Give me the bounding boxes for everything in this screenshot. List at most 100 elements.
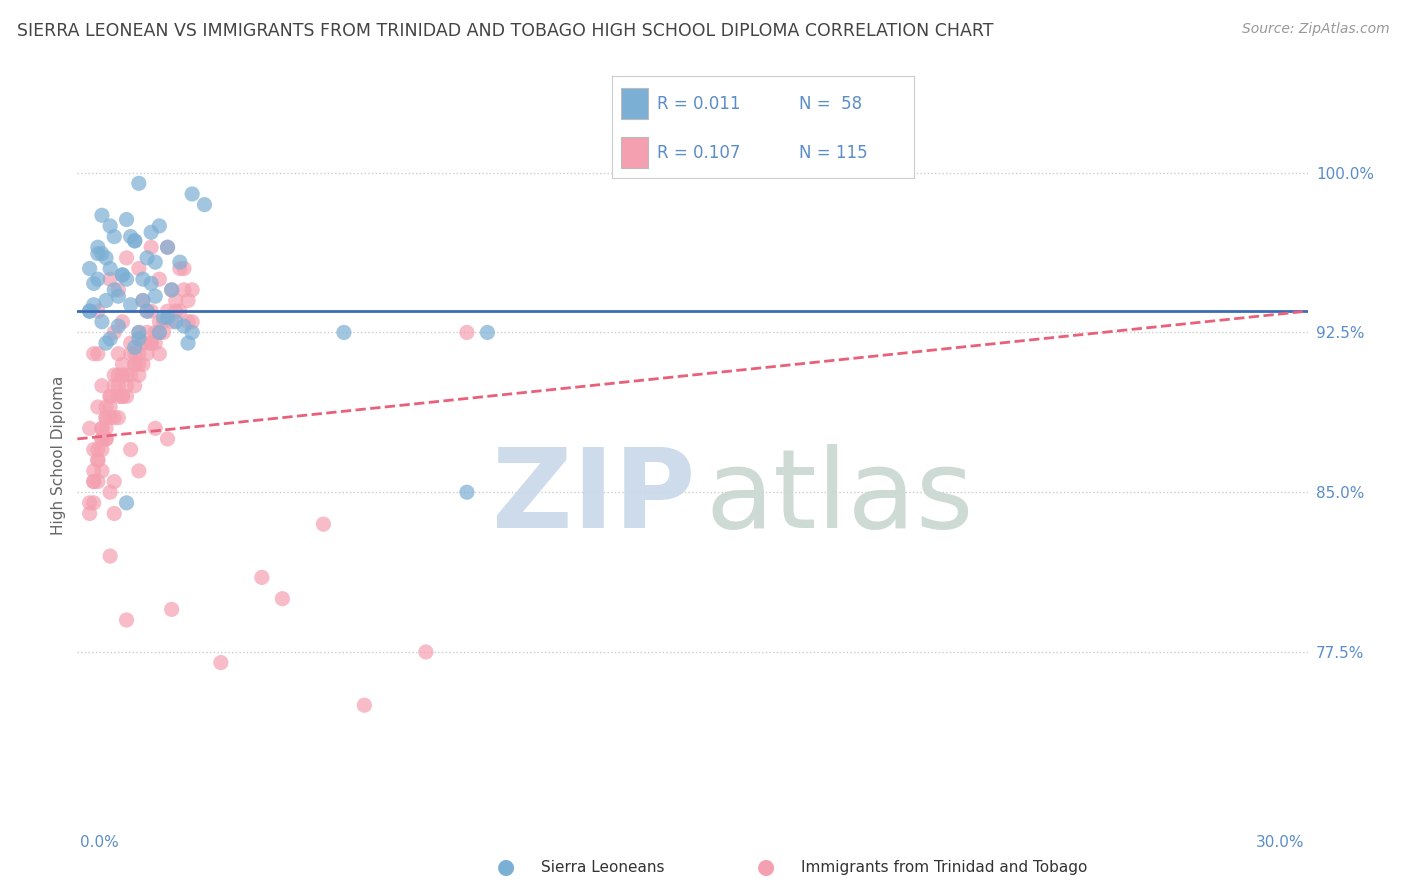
Point [98, 389, 121, 403]
Point [94, 293, 117, 308]
Point [143, 336, 166, 351]
Point [143, 255, 166, 269]
Point [115, 613, 138, 627]
Point [120, 229, 142, 244]
Point [87, 453, 110, 467]
Point [124, 347, 146, 361]
Point [103, 368, 125, 382]
Point [128, 332, 150, 346]
Point [98, 549, 121, 563]
Point [136, 347, 159, 361]
Point [98, 389, 121, 403]
Point [94, 251, 117, 265]
Point [90, 432, 114, 446]
Point [177, 315, 200, 329]
Point [111, 389, 134, 403]
Point [79, 421, 101, 435]
Point [124, 234, 146, 248]
Point [107, 410, 129, 425]
Point [94, 400, 117, 414]
Text: 30.0%: 30.0% [1257, 836, 1305, 850]
Point [128, 177, 150, 191]
Point [132, 293, 155, 308]
Point [124, 378, 146, 392]
Point [115, 496, 138, 510]
Point [353, 698, 375, 713]
Point [87, 475, 110, 489]
Point [83, 298, 105, 312]
Point [107, 319, 129, 334]
Point [415, 645, 437, 659]
Point [120, 347, 142, 361]
Text: SIERRA LEONEAN VS IMMIGRANTS FROM TRINIDAD AND TOBAGO HIGH SCHOOL DIPLOMA CORREL: SIERRA LEONEAN VS IMMIGRANTS FROM TRINID… [17, 22, 994, 40]
Point [87, 442, 110, 457]
Point [271, 591, 294, 606]
Point [160, 283, 183, 297]
Text: Immigrants from Trinidad and Tobago: Immigrants from Trinidad and Tobago [801, 860, 1088, 874]
Point [83, 464, 105, 478]
Point [103, 229, 125, 244]
Point [79, 261, 101, 276]
Point [94, 432, 117, 446]
Point [83, 475, 105, 489]
Point [136, 304, 159, 318]
Point [111, 268, 134, 282]
Point [148, 315, 170, 329]
Point [136, 326, 159, 340]
Point [115, 212, 138, 227]
Point [141, 225, 163, 239]
Point [193, 197, 215, 211]
Point [87, 246, 110, 260]
Point [132, 336, 155, 351]
Point [156, 240, 179, 254]
Point [98, 485, 121, 500]
Point [160, 315, 183, 329]
Point [177, 336, 200, 351]
Point [83, 277, 105, 291]
Point [103, 475, 125, 489]
Point [209, 656, 232, 670]
Point [152, 315, 174, 329]
Point [79, 304, 101, 318]
Point [132, 358, 155, 372]
Point [143, 289, 166, 303]
Point [165, 293, 187, 308]
Point [79, 304, 101, 318]
Point [156, 432, 179, 446]
Text: N =  58: N = 58 [799, 95, 862, 112]
Point [173, 283, 195, 297]
Text: ●: ● [758, 857, 775, 877]
Point [94, 410, 117, 425]
Point [107, 368, 129, 382]
Text: ●: ● [498, 857, 515, 877]
Point [132, 272, 155, 286]
Point [456, 485, 478, 500]
Point [120, 336, 142, 351]
Point [115, 378, 138, 392]
Point [98, 261, 121, 276]
Point [115, 368, 138, 382]
Point [98, 272, 121, 286]
Point [103, 507, 125, 521]
Point [156, 240, 179, 254]
Point [160, 283, 183, 297]
Point [94, 432, 117, 446]
Point [115, 251, 138, 265]
Point [90, 421, 114, 435]
Point [103, 410, 125, 425]
Point [83, 496, 105, 510]
Point [333, 326, 356, 340]
Point [128, 358, 150, 372]
Text: ZIP: ZIP [492, 444, 696, 551]
Point [120, 298, 142, 312]
Point [148, 326, 170, 340]
Point [250, 570, 273, 584]
Point [181, 326, 204, 340]
Point [98, 410, 121, 425]
Point [456, 326, 478, 340]
Text: Source: ZipAtlas.com: Source: ZipAtlas.com [1241, 22, 1389, 37]
Point [136, 251, 159, 265]
Y-axis label: High School Diploma: High School Diploma [51, 376, 66, 534]
Point [79, 496, 101, 510]
Point [90, 246, 114, 260]
